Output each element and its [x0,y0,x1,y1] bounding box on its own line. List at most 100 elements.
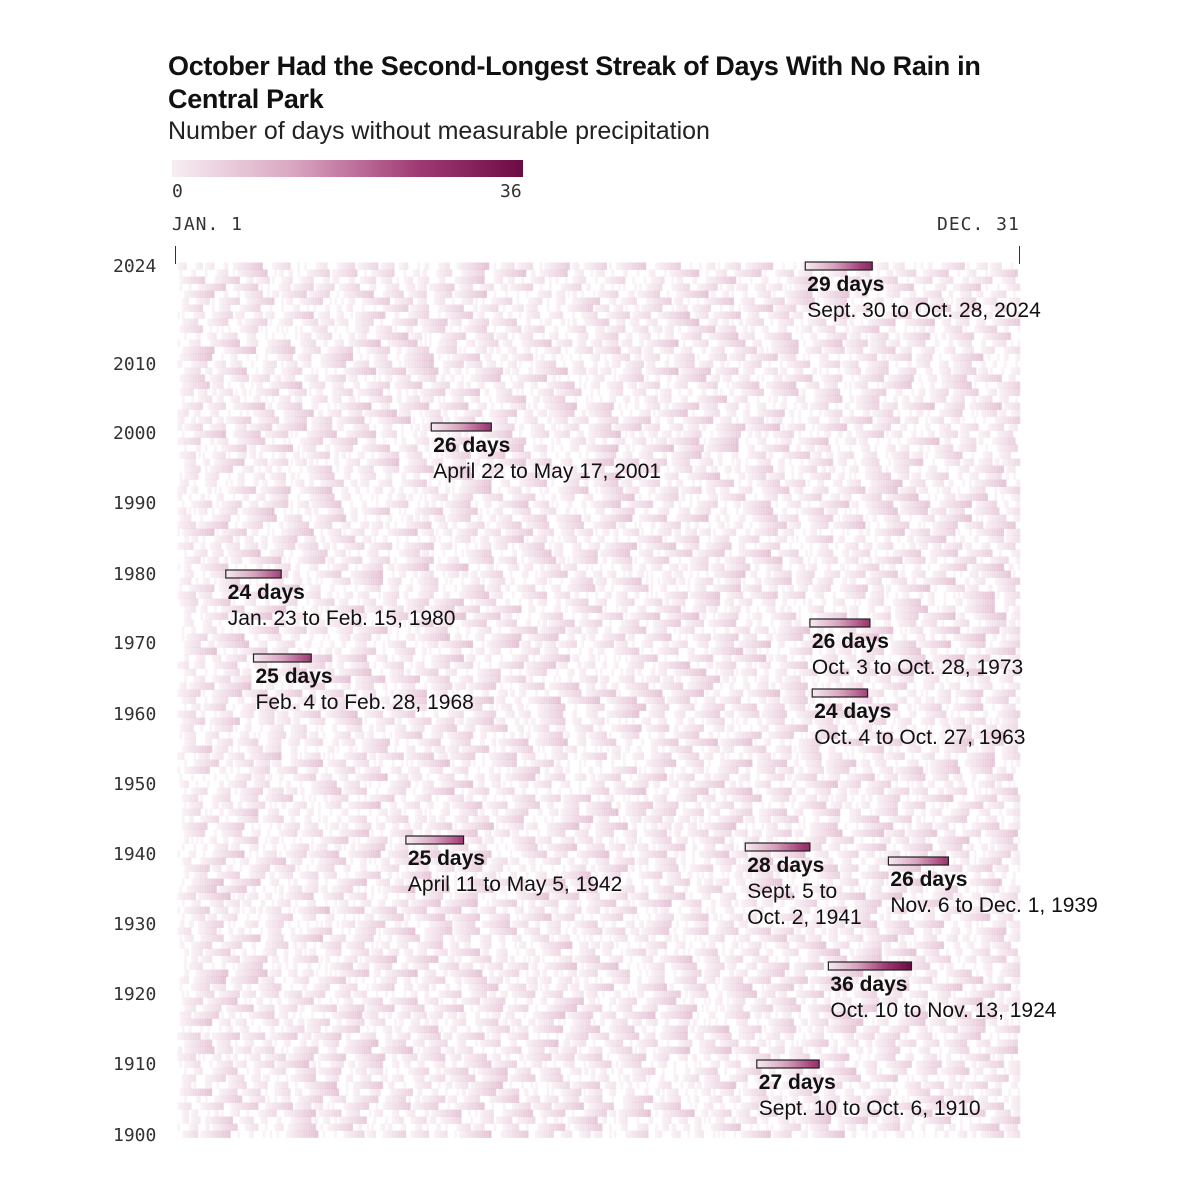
heatmap-cell [888,1033,891,1040]
heatmap-cell [484,1005,487,1012]
heatmap-cell [392,1054,395,1061]
heatmap-cell [332,1082,335,1089]
heatmap-cell [713,1040,716,1047]
heatmap-cell [685,1040,688,1047]
heatmap-cell [355,1110,358,1117]
heatmap-cell [390,1096,393,1103]
heatmap-cell [711,1040,714,1047]
heatmap-cell [477,1082,480,1089]
heatmap-cell [662,1082,665,1089]
heatmap-cell [207,1075,210,1082]
heatmap-cell [992,1068,995,1075]
heatmap-cell [1006,1117,1009,1124]
heatmap-cell [692,1026,695,1033]
heatmap-cell [618,1110,621,1117]
heatmap-cell [708,1012,711,1019]
heatmap-cell [371,1089,374,1096]
heatmap-cell [875,1131,878,1138]
heatmap-cell [184,1040,187,1047]
heatmap-cell [634,1131,637,1138]
heatmap-cell [637,1117,640,1124]
heatmap-cell [579,1054,582,1061]
heatmap-cell [671,1089,674,1096]
heatmap-cell [1015,1075,1018,1082]
heatmap-cell [588,1012,591,1019]
heatmap-cell [434,1047,437,1054]
heatmap-cell [503,1131,506,1138]
heatmap-cell [1013,1061,1016,1068]
heatmap-cell [690,1075,693,1082]
heatmap-cell [616,1047,619,1054]
heatmap-cell [547,1096,550,1103]
heatmap-cell [953,1124,956,1131]
heatmap-cell [235,1096,238,1103]
heatmap-cell [754,1026,757,1033]
heatmap-cell [997,1040,1000,1047]
heatmap-cell [736,1054,739,1061]
heatmap-cell [182,1110,185,1117]
heatmap-cell [664,1117,667,1124]
heatmap-cell [302,1124,305,1131]
heatmap-cell [870,1047,873,1054]
heatmap-cell [556,1124,559,1131]
heatmap-cell [1013,1096,1016,1103]
heatmap-cell [789,1026,792,1033]
heatmap-cell [353,1103,356,1110]
heatmap-cell [669,1033,672,1040]
heatmap-cell [203,1012,206,1019]
heatmap-cell [272,1012,275,1019]
heatmap-cell [748,1110,751,1117]
heatmap-cell [406,1103,409,1110]
heatmap-cell [369,1054,372,1061]
heatmap-cell [981,1068,984,1075]
heatmap-cell [438,1082,441,1089]
heatmap-cell [544,1040,547,1047]
heatmap-cell [1013,1068,1016,1075]
heatmap-cell [205,1096,208,1103]
heatmap-cell [928,1082,931,1089]
heatmap-cell [607,1054,610,1061]
heatmap-cell [256,1054,259,1061]
heatmap-cell [1015,1047,1018,1054]
heatmap-cell [724,1054,727,1061]
heatmap-cell [907,1082,910,1089]
heatmap-cell [482,1089,485,1096]
heatmap-cell [646,1033,649,1040]
heatmap-cell [424,1026,427,1033]
heatmap-cell [505,1019,508,1026]
heatmap-cell [212,1033,215,1040]
heatmap-cell [810,1012,813,1019]
heatmap-cell [741,1068,744,1075]
heatmap-cell [891,1047,894,1054]
heatmap-cell [503,1110,506,1117]
heatmap-cell [567,1117,570,1124]
heatmap-cell [907,1054,910,1061]
heatmap-cell [708,1089,711,1096]
heatmap-cell [1018,1026,1021,1033]
heatmap-cell [512,1026,515,1033]
heatmap-cell [614,1040,617,1047]
heatmap-cell [542,1012,545,1019]
heatmap-cell [468,1075,471,1082]
heatmap-cell [332,1033,335,1040]
heatmap-cell [277,1124,280,1131]
heatmap-cell [320,1068,323,1075]
heatmap-cell [637,1061,640,1068]
heatmap-cell [189,1047,192,1054]
heatmap-cell [796,1124,799,1131]
heatmap-cell [637,1096,640,1103]
heatmap-cell [445,1040,448,1047]
heatmap-cell [198,998,201,1005]
heatmap-cell [240,1047,243,1054]
heatmap-cell [706,1089,709,1096]
heatmap-cell [374,1131,377,1138]
heatmap-cell [655,1103,658,1110]
heatmap-cell [646,1040,649,1047]
heatmap-cell [459,1103,462,1110]
heatmap-cell [307,1019,310,1026]
heatmap-cell [427,1054,430,1061]
heatmap-cell [540,1103,543,1110]
heatmap-cell [854,1131,857,1138]
heatmap-cell [667,1082,670,1089]
heatmap-cell [297,1110,300,1117]
